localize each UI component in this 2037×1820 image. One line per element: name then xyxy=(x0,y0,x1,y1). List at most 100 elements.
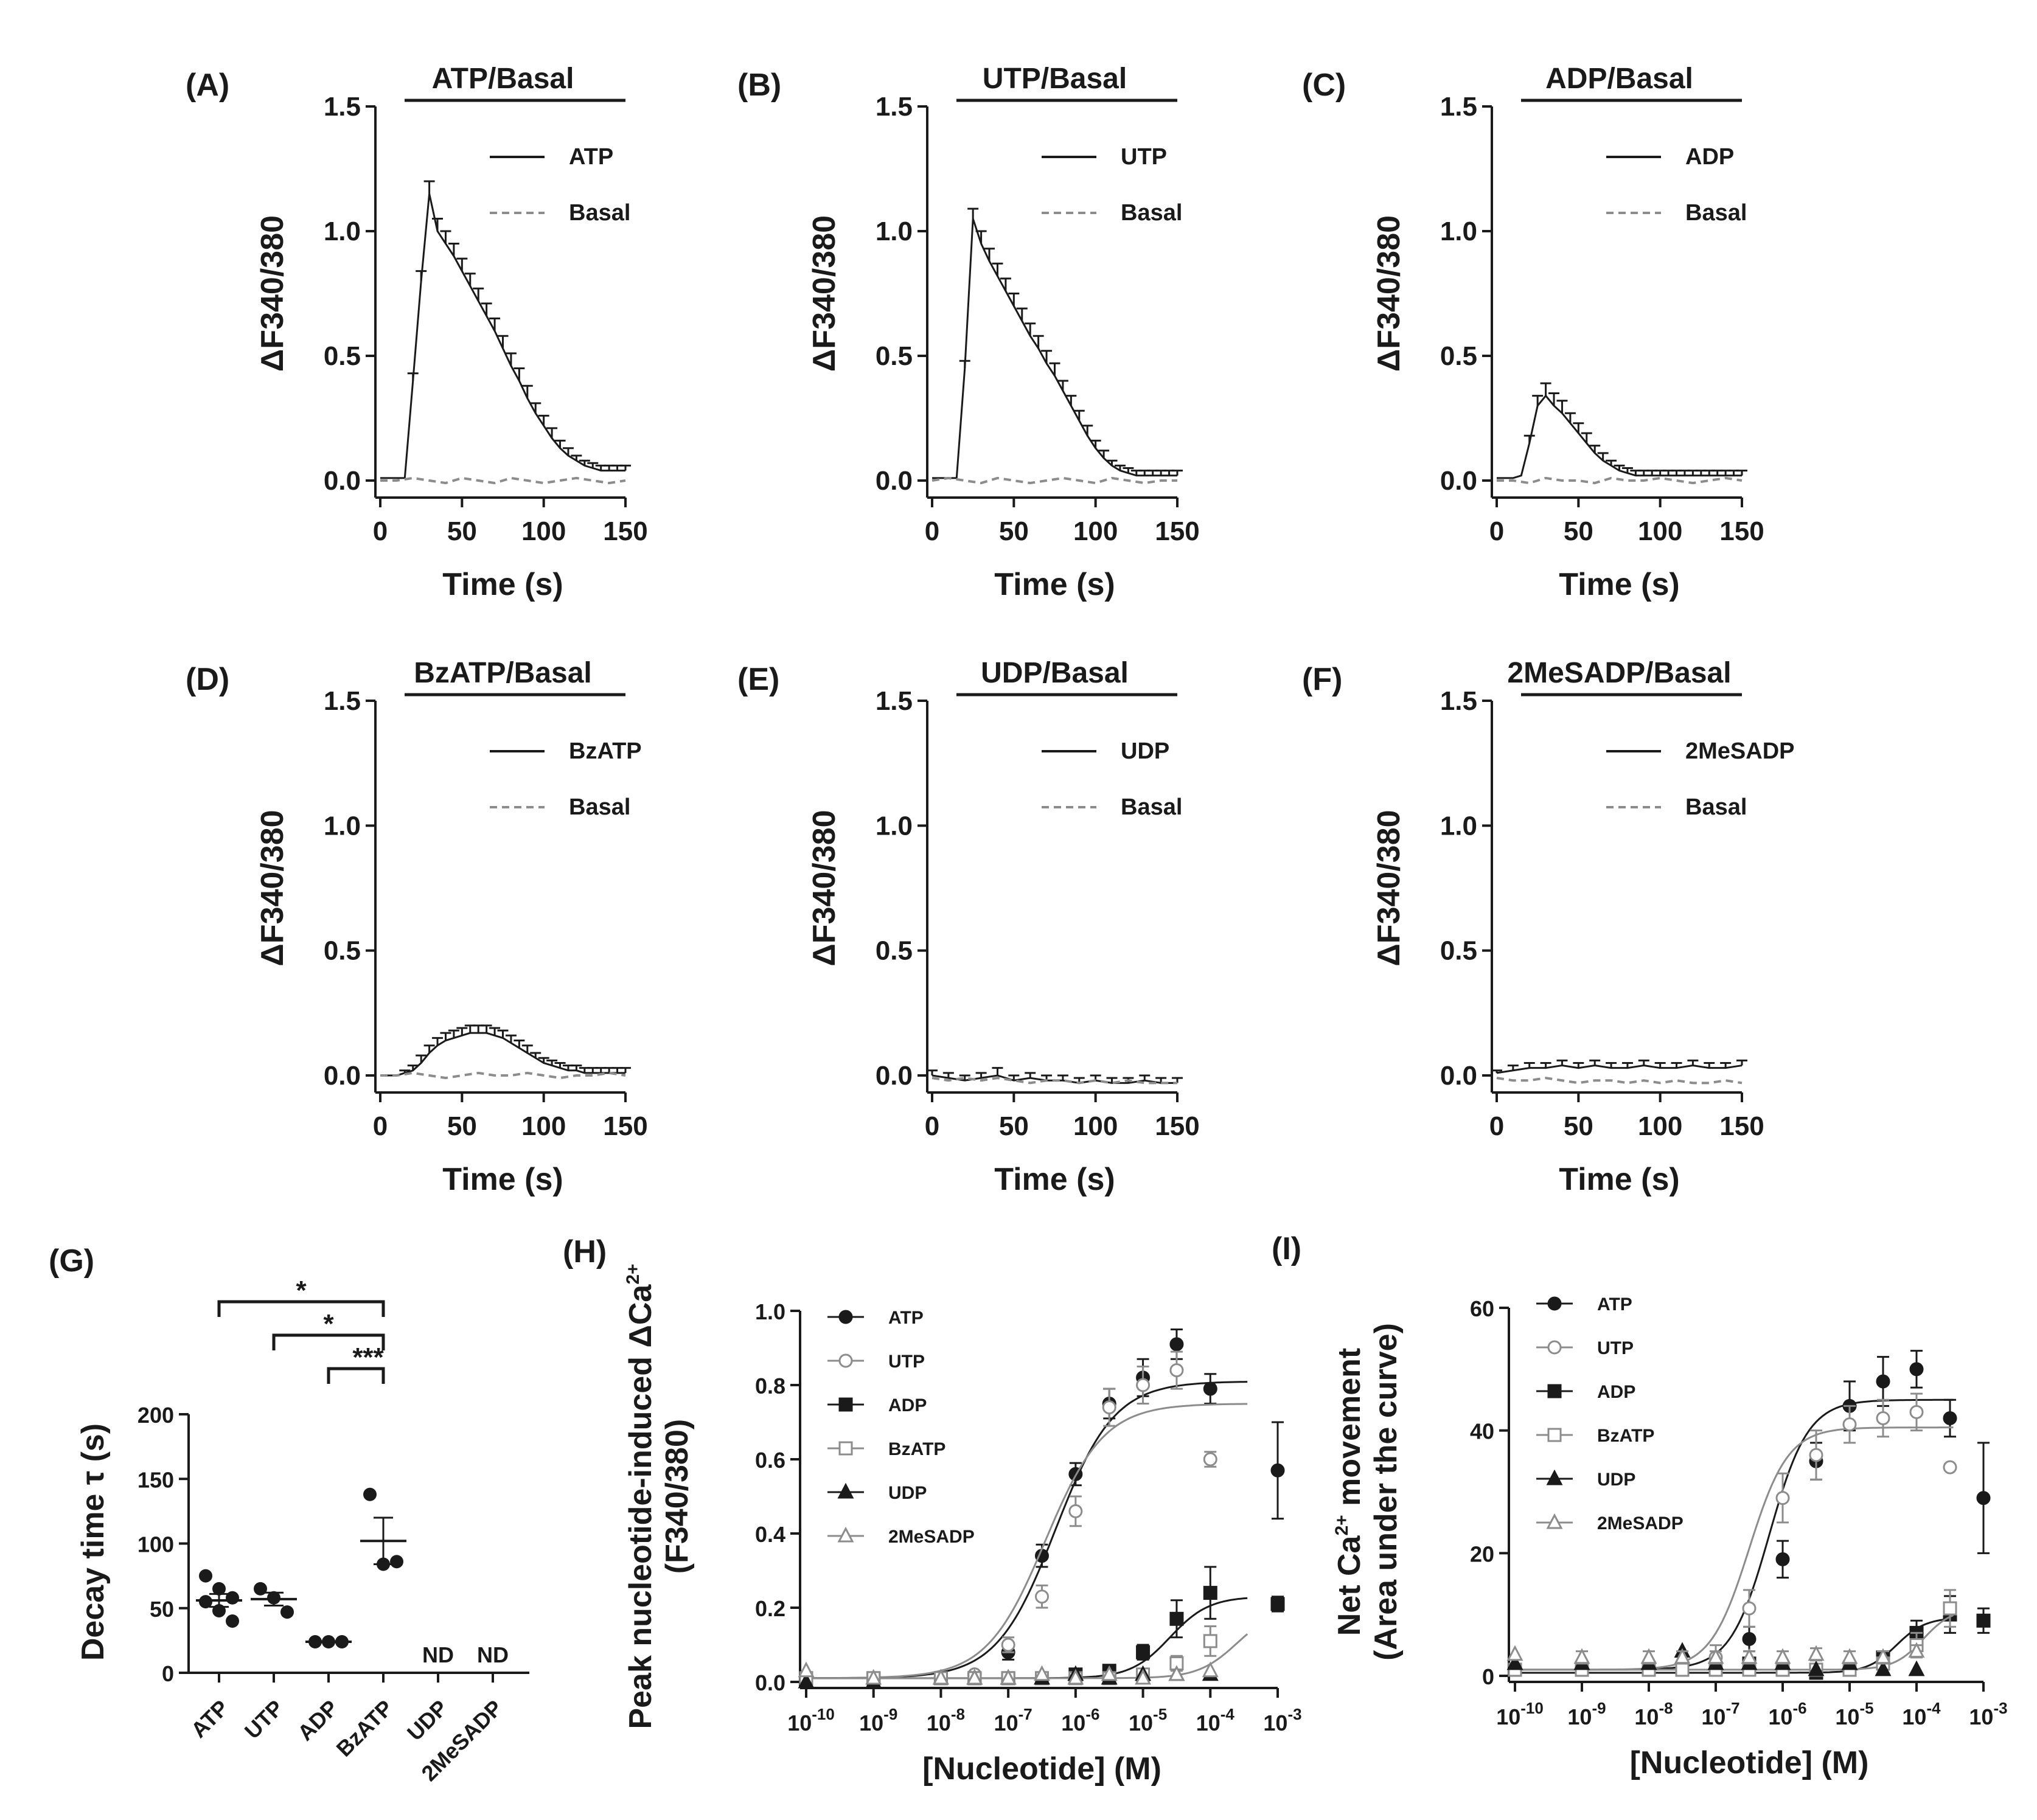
y-tick-label: 0.0 xyxy=(1440,466,1477,496)
legend-label: Basal xyxy=(569,794,630,820)
y-tick-label: 1.5 xyxy=(1440,92,1477,122)
chart-title: UTP/Basal xyxy=(983,63,1127,95)
legend-label: BzATP xyxy=(569,738,642,764)
marker-square xyxy=(1976,1613,1991,1628)
y-tick-label: 200 xyxy=(138,1403,174,1428)
legend-label: Basal xyxy=(1685,794,1747,820)
marker-circle xyxy=(1742,1632,1757,1646)
marker-circle xyxy=(1547,1340,1562,1355)
nd-label: ND xyxy=(422,1642,454,1667)
series-line-2mesadp xyxy=(1496,1065,1743,1074)
marker-triangle xyxy=(1841,1648,1858,1664)
x-tick-base: 10 xyxy=(1263,1711,1287,1735)
y-tick-label: 0.5 xyxy=(324,341,361,371)
marker-triangle xyxy=(1875,1648,1892,1664)
legend-label: ADP xyxy=(888,1395,927,1415)
x-tick-exponent: -8 xyxy=(951,1705,965,1723)
marker-circle xyxy=(838,1310,853,1324)
y-tick-label: 0.5 xyxy=(1440,341,1477,371)
marker-triangle xyxy=(1546,1513,1563,1529)
x-tick-label: BzATP xyxy=(332,1695,398,1762)
y-tick-label: 1.0 xyxy=(324,217,361,246)
y-tick-label: 1.0 xyxy=(755,1299,785,1324)
marker-triangle xyxy=(1640,1648,1657,1664)
marker-circle xyxy=(1943,1411,1957,1425)
x-tick-exponent: -9 xyxy=(883,1705,897,1723)
x-axis-title: Time (s) xyxy=(442,1162,563,1197)
y-axis-title: ΔF340/380 xyxy=(807,215,842,372)
y-tick-label: 20 xyxy=(1470,1541,1494,1566)
marker-circle xyxy=(1169,1363,1184,1378)
y-axis-subtitle: (F340/380) xyxy=(660,1419,695,1574)
y-title-text: Net Ca xyxy=(1332,1535,1367,1636)
x-tick-label: UTP xyxy=(240,1695,288,1744)
marker-circle xyxy=(1102,1400,1116,1415)
marker-triangle xyxy=(932,1669,949,1685)
legend-label: Basal xyxy=(1685,200,1747,226)
marker-triangle xyxy=(837,1526,854,1543)
x-tick-exponent: -10 xyxy=(1520,1699,1544,1717)
x-tick-label: 50 xyxy=(1564,516,1593,546)
x-axis-title: [Nucleotide] (M) xyxy=(922,1751,1161,1787)
marker-triangle xyxy=(1135,1669,1152,1685)
x-tick-exponent: -5 xyxy=(1153,1705,1167,1723)
series-line-basal xyxy=(1496,1077,1743,1085)
marker-circle xyxy=(1001,1638,1015,1652)
marker-triangle xyxy=(1908,1642,1925,1658)
legend-label: BzATP xyxy=(1597,1426,1654,1446)
x-axis-title: Time (s) xyxy=(994,567,1115,602)
x-tick-base: 10 xyxy=(1768,1704,1792,1729)
y-tick-label: 1.5 xyxy=(1440,686,1477,716)
significance-label: * xyxy=(296,1276,307,1305)
x-tick-label: 0 xyxy=(925,516,939,546)
marker-triangle xyxy=(1202,1661,1219,1678)
x-tick-base: 10 xyxy=(927,1711,951,1735)
x-tick-exponent: -3 xyxy=(1993,1699,2007,1717)
marker-square xyxy=(1675,1662,1690,1677)
data-point xyxy=(363,1487,377,1501)
legend-label: ATP xyxy=(569,144,613,170)
x-tick-label: 10-10 xyxy=(1496,1699,1544,1729)
legend-label: BzATP xyxy=(888,1439,945,1459)
legend-label: UDP xyxy=(1597,1470,1635,1490)
x-axis-title: Time (s) xyxy=(1559,567,1679,602)
marker-triangle xyxy=(1506,1654,1523,1670)
x-tick-base: 10 xyxy=(1902,1704,1926,1729)
y-title-text: Peak nucleotide-induced ΔCa xyxy=(623,1284,658,1729)
marker-circle xyxy=(1876,1411,1890,1425)
y-tick-label: 1.5 xyxy=(324,686,361,716)
y-axis-title: Peak nucleotide-induced ΔCa2+ xyxy=(623,1263,658,1729)
marker-triangle xyxy=(1101,1665,1118,1681)
fit-curve-atp xyxy=(1515,1398,1954,1671)
y-tick-label: 0.8 xyxy=(755,1374,785,1398)
panel-label: (F) xyxy=(1302,662,1342,697)
x-tick-label: 100 xyxy=(1638,1111,1682,1141)
y-title-superscript: 2+ xyxy=(623,1263,643,1284)
y-tick-label: 1.0 xyxy=(1440,217,1477,246)
panel-label: (B) xyxy=(737,68,781,103)
data-point xyxy=(199,1595,212,1609)
marker-circle xyxy=(1775,1491,1790,1506)
marker-triangle xyxy=(1034,1665,1050,1681)
x-tick-label: 0 xyxy=(373,1111,388,1141)
legend-label: Basal xyxy=(1121,794,1182,820)
x-tick-base: 10 xyxy=(1701,1704,1725,1729)
legend-label: ATP xyxy=(1597,1294,1632,1315)
legend-label: 2MeSADP xyxy=(1597,1513,1684,1533)
x-tick-label: ADP xyxy=(293,1695,343,1746)
marker-triangle xyxy=(1546,1469,1563,1485)
y-axis-title: ΔF340/380 xyxy=(255,810,290,966)
y-axis-title: Decay time τ (s) xyxy=(75,1423,111,1661)
y-tick-label: 40 xyxy=(1470,1419,1494,1444)
marker-square xyxy=(1136,1645,1151,1659)
x-tick-label: 10-8 xyxy=(927,1705,965,1735)
x-tick-exponent: -7 xyxy=(1019,1705,1032,1723)
y-axis-title: ΔF340/380 xyxy=(1371,810,1407,966)
x-tick-label: 0 xyxy=(1489,1111,1504,1141)
y-tick-label: 0 xyxy=(1482,1664,1494,1689)
x-tick-label: 10-6 xyxy=(1061,1705,1099,1735)
x-tick-label: 0 xyxy=(373,516,388,546)
marker-square xyxy=(1203,1634,1217,1648)
marker-triangle xyxy=(1741,1648,1758,1664)
